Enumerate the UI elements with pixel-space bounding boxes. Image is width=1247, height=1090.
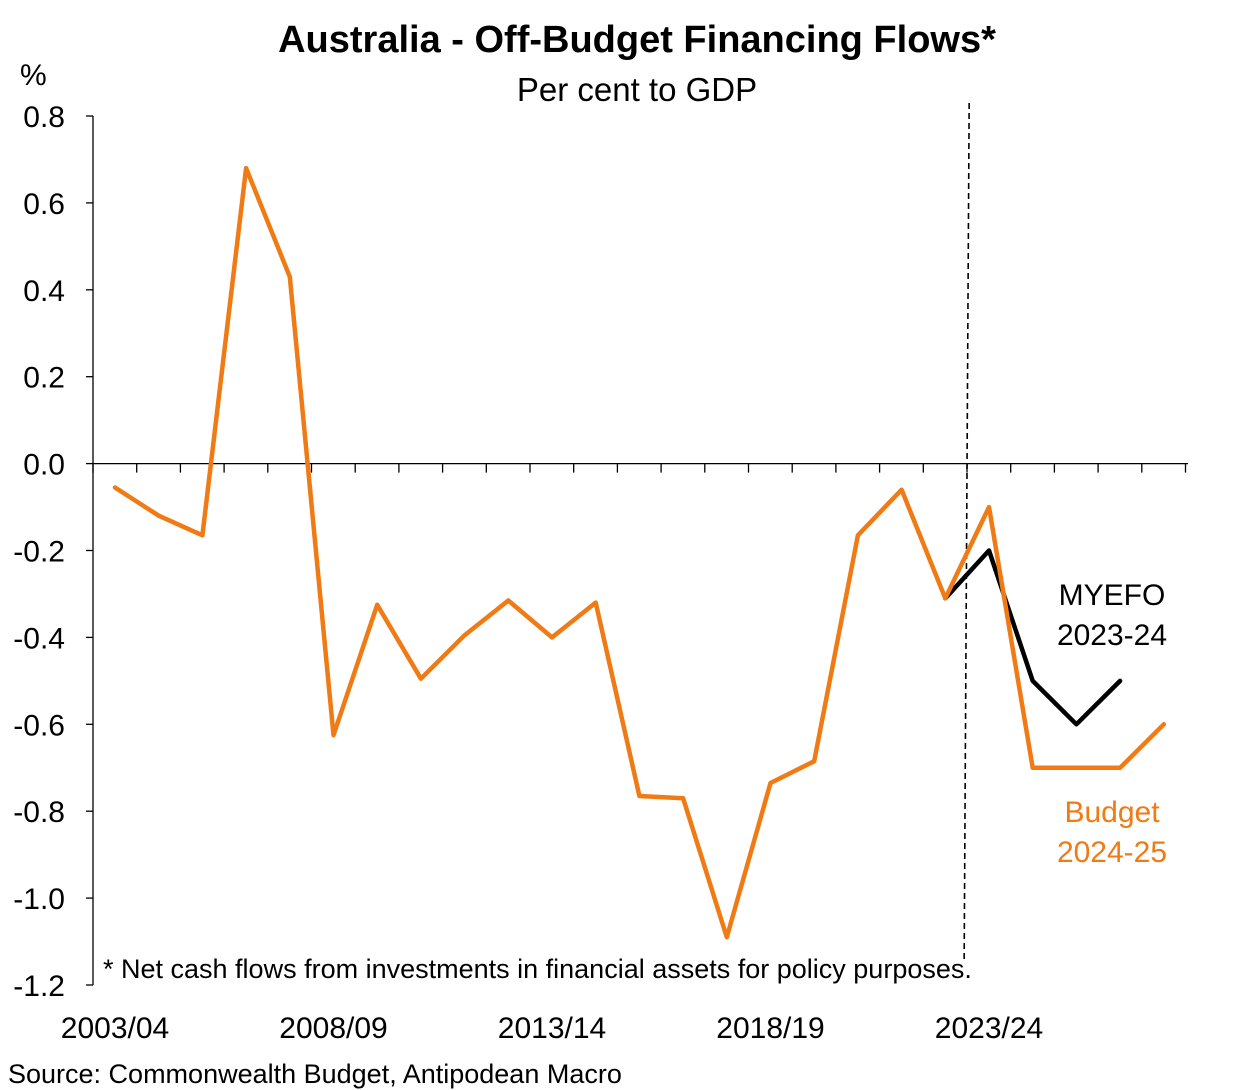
source-note: Source: Commonwealth Budget, Antipodean … [8, 1059, 622, 1089]
y-tick-label: 0.6 [23, 188, 65, 221]
series-label-budget: Budget [1064, 796, 1160, 829]
series-label-myefo: MYEFO [1059, 579, 1166, 612]
y-tick-label: 0.8 [23, 101, 65, 134]
y-tick-label: 0.4 [23, 275, 65, 308]
series-line-myefo [943, 548, 1123, 727]
y-tick-label: 0.2 [23, 362, 65, 395]
forecast-divider [963, 102, 970, 961]
x-tick-label: 2013/14 [498, 1012, 606, 1045]
x-tick-label: 2018/19 [716, 1012, 824, 1045]
chart-title: Australia - Off-Budget Financing Flows* [278, 19, 996, 61]
y-axis-unit-label: % [20, 59, 47, 92]
y-tick-label: -1.0 [13, 883, 65, 916]
footnote: * Net cash flows from investments in fin… [103, 954, 972, 984]
series-line-budget [112, 165, 1167, 940]
chart-subtitle: Per cent to GDP [517, 71, 757, 108]
axes: 0.8 0.6 0.4 0.2 0.0 -0.2 -0.4 -0.6 -0.8 -1.0 -1.2 2… [13, 101, 1188, 1045]
x-tick-label: 2003/04 [61, 1012, 169, 1045]
series-label-myefo: 2023-24 [1057, 619, 1167, 652]
series-labels: MYEFO 2023-24 Budget 2024-25 [1057, 579, 1167, 869]
y-tick-label: -0.6 [13, 709, 65, 742]
x-tick-label: 2023/24 [935, 1012, 1043, 1045]
series-lines [112, 165, 1167, 940]
y-tick-label: 0.0 [23, 449, 65, 482]
y-tick-label: -0.2 [13, 536, 65, 569]
series-label-budget: 2024-25 [1057, 836, 1167, 869]
x-tick-label: 2008/09 [279, 1012, 387, 1045]
y-tick-label: -0.8 [13, 796, 65, 829]
y-tick-label: -1.2 [13, 970, 65, 1003]
y-tick-label: -0.4 [13, 622, 65, 655]
